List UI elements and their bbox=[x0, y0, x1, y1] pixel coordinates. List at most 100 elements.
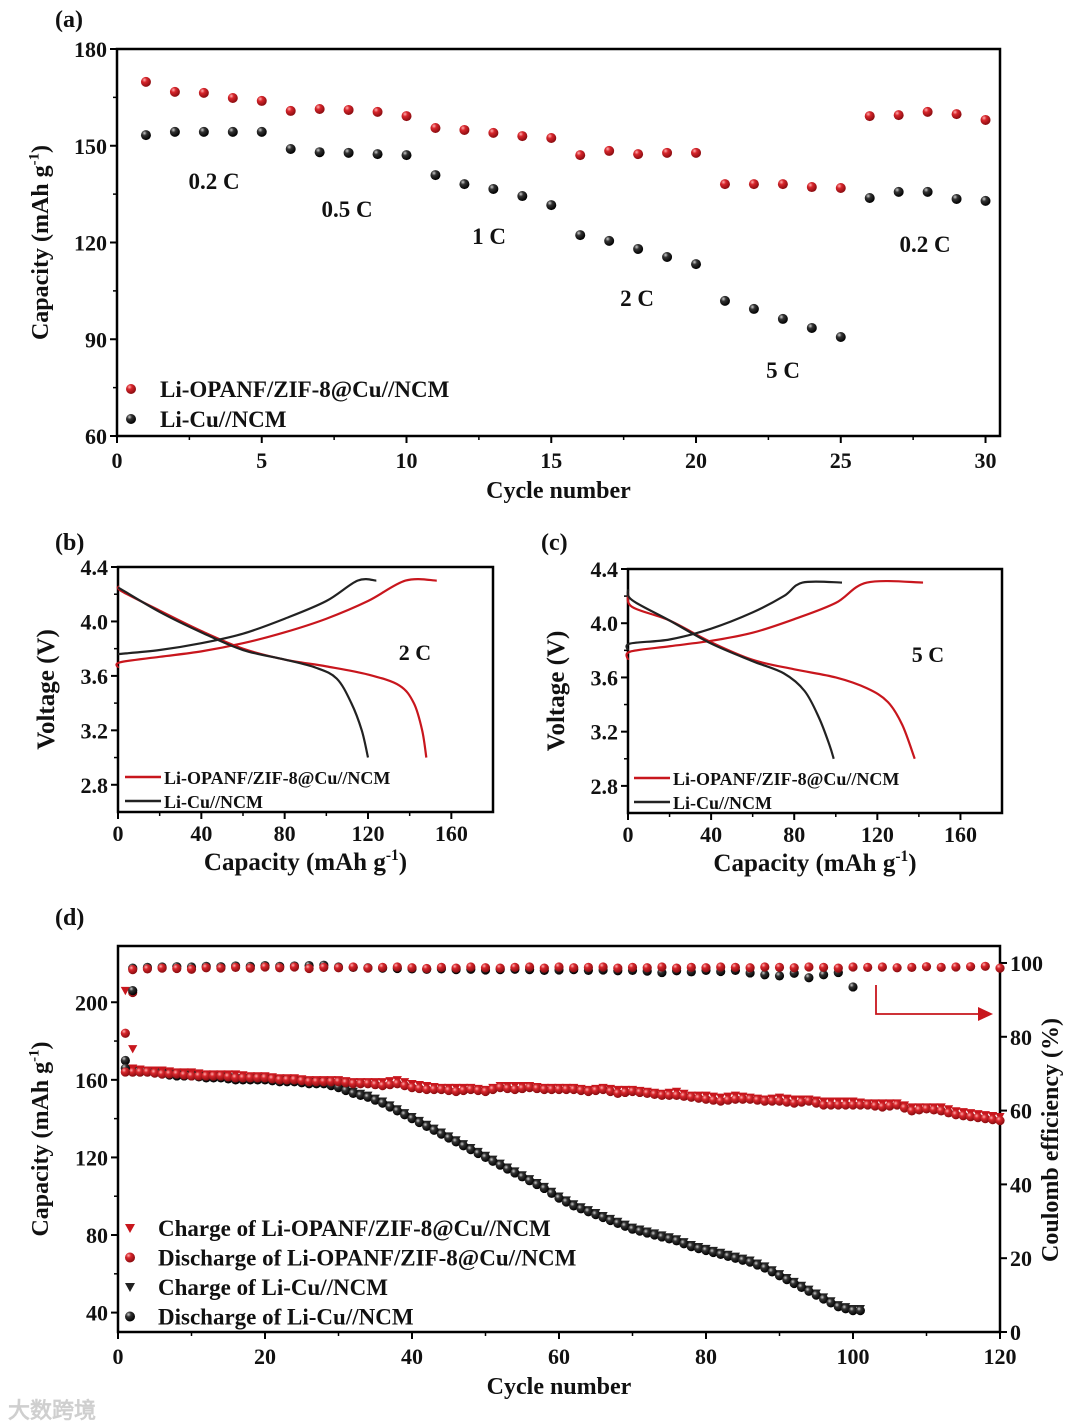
data-point-opanf bbox=[922, 106, 933, 117]
data-point-circle bbox=[480, 963, 491, 973]
data-point-circle bbox=[951, 1110, 961, 1120]
data-point-interp bbox=[855, 1100, 865, 1110]
data-point-licu bbox=[864, 192, 875, 203]
legend-label: Discharge of Li-Cu//NCM bbox=[158, 1305, 414, 1330]
data-point-interp bbox=[458, 1085, 469, 1096]
data-point-opanf bbox=[575, 150, 586, 161]
data-point-licu bbox=[430, 170, 441, 181]
data-point-circle bbox=[995, 963, 1005, 973]
data-point-opanf bbox=[372, 106, 383, 117]
data-point-interp bbox=[620, 1221, 630, 1231]
data-point-circle bbox=[642, 963, 652, 973]
rate-annotation: 5 C bbox=[766, 358, 800, 383]
data-point-circle bbox=[348, 1079, 358, 1089]
data-point-opanf bbox=[459, 124, 470, 135]
data-point-circle bbox=[686, 1242, 696, 1252]
data-point-circle bbox=[598, 1212, 608, 1223]
discharge-curve bbox=[116, 585, 428, 758]
x-tick-label: 100 bbox=[837, 1344, 870, 1369]
data-point-circle bbox=[877, 962, 888, 972]
data-point-circle bbox=[804, 973, 814, 983]
data-point-interp bbox=[488, 1156, 498, 1166]
data-point-circle bbox=[848, 1100, 858, 1110]
data-point-interp bbox=[341, 1078, 351, 1088]
data-point-interp bbox=[429, 1125, 439, 1135]
x-tick-label: 160 bbox=[944, 822, 977, 847]
data-point-licu bbox=[285, 143, 296, 154]
data-point-circle bbox=[333, 963, 344, 973]
data-point-interp bbox=[282, 1075, 292, 1085]
data-point-circle bbox=[907, 962, 917, 973]
data-point-interp bbox=[179, 1070, 189, 1080]
rate-annotation: 1 C bbox=[472, 224, 506, 249]
y-tick-label: 2.8 bbox=[81, 773, 109, 798]
data-point-opanf bbox=[198, 87, 209, 98]
legend-marker bbox=[126, 414, 136, 424]
x-tick-label: 0 bbox=[623, 822, 634, 847]
data-point-circle bbox=[525, 962, 535, 972]
panel-label: (b) bbox=[55, 530, 84, 556]
data-point-opanf bbox=[719, 179, 730, 190]
data-point-opanf bbox=[951, 109, 962, 120]
data-point-interp bbox=[414, 1117, 424, 1128]
data-point-circle bbox=[201, 1071, 211, 1081]
data-point-interp bbox=[635, 1226, 645, 1236]
legend-label: Li-OPANF/ZIF-8@Cu//NCM bbox=[160, 377, 450, 403]
charge-curve bbox=[625, 580, 843, 651]
data-point-opanf bbox=[980, 114, 991, 125]
legend-marker bbox=[126, 384, 136, 394]
data-point-circle bbox=[657, 1232, 667, 1242]
data-point-opanf bbox=[806, 182, 817, 193]
data-point-circle bbox=[569, 1084, 579, 1095]
data-point-circle bbox=[877, 1102, 888, 1112]
data-point-opanf bbox=[430, 123, 441, 134]
data-point-circle bbox=[422, 1121, 432, 1131]
discharge-curve bbox=[626, 588, 835, 760]
data-point-circle bbox=[392, 1106, 402, 1116]
data-point-opanf bbox=[604, 145, 615, 156]
x-tick-label: 20 bbox=[254, 1344, 276, 1369]
data-point-interp bbox=[355, 1079, 366, 1089]
data-point-circle bbox=[363, 1079, 373, 1089]
data-point-circle bbox=[186, 1071, 197, 1081]
data-point-circle bbox=[583, 962, 594, 973]
data-point-interp bbox=[605, 1215, 616, 1226]
data-point-circle bbox=[378, 962, 388, 973]
data-point-circle bbox=[921, 962, 932, 972]
y-tick-label: 3.6 bbox=[591, 665, 619, 690]
data-point-interp bbox=[752, 1260, 763, 1270]
data-point-interp bbox=[914, 1105, 924, 1115]
plot-layer: 0 5 10 15 20 25 30 60 90 120 150 180 Cycle number Cap… bbox=[26, 7, 1064, 1400]
data-point-circle bbox=[157, 963, 167, 973]
data-point-interp bbox=[267, 1074, 277, 1084]
data-point-circle bbox=[833, 1100, 843, 1110]
y-tick-label: 60 bbox=[85, 424, 107, 449]
data-point-licu bbox=[343, 147, 354, 158]
data-point-interp bbox=[502, 1164, 513, 1174]
data-point-circle bbox=[554, 1084, 564, 1095]
x-tick-label: 120 bbox=[861, 822, 894, 847]
y-axis-title: Capacity (mAh g-1) bbox=[26, 1041, 54, 1236]
data-point-interp bbox=[841, 1304, 851, 1314]
data-point-licu bbox=[691, 259, 702, 270]
data-point-interp bbox=[429, 1084, 439, 1095]
data-point-circle bbox=[436, 962, 446, 973]
data-point-licu bbox=[604, 235, 615, 246]
data-point-circle bbox=[760, 970, 770, 980]
data-point-circle bbox=[598, 962, 608, 972]
data-point-interp bbox=[649, 1089, 660, 1099]
data-point-circle bbox=[672, 1236, 682, 1246]
data-point-circle bbox=[642, 1228, 652, 1238]
data-point-licu bbox=[748, 303, 759, 314]
data-point-opanf bbox=[835, 182, 846, 193]
y-axis-title: Voltage (V) bbox=[33, 629, 60, 750]
y-axis-title: Voltage (V) bbox=[543, 631, 570, 752]
data-point-opanf bbox=[285, 105, 296, 116]
data-point-interp bbox=[782, 1097, 792, 1107]
data-point-interp bbox=[444, 1133, 454, 1143]
data-point-circle bbox=[201, 963, 211, 973]
arrow-head-icon bbox=[978, 1007, 993, 1021]
data-point-opanf bbox=[517, 131, 528, 142]
legend-label: Li-OPANF/ZIF-8@Cu//NCM bbox=[164, 768, 390, 788]
data-point-circle bbox=[436, 1084, 446, 1095]
